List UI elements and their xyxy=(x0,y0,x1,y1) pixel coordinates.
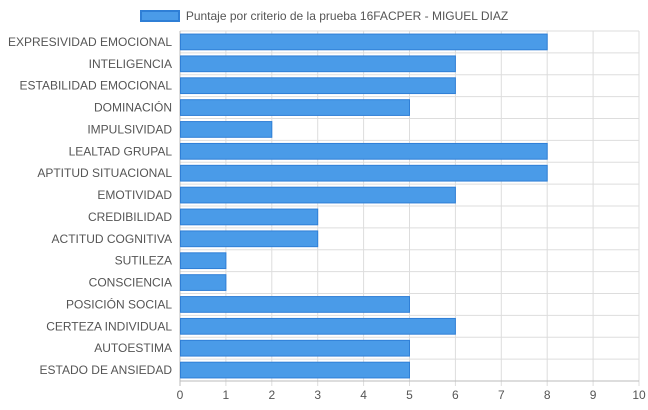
bar[interactable] xyxy=(180,296,410,313)
x-tick-label: 9 xyxy=(590,388,597,402)
bar[interactable] xyxy=(180,164,548,182)
category-label: EMOTIVIDAD xyxy=(97,188,172,202)
bar[interactable] xyxy=(180,317,456,335)
x-tick-label: 1 xyxy=(223,388,230,402)
bar[interactable] xyxy=(180,33,548,51)
x-tick-label: 6 xyxy=(452,388,459,402)
legend[interactable]: Puntaje por criterio de la prueba 16FACP… xyxy=(0,6,648,26)
category-label: ACTITUD COGNITIVA xyxy=(52,232,172,246)
bar[interactable] xyxy=(180,121,273,138)
category-label: CERTEZA INDIVIDUAL xyxy=(46,319,172,333)
x-tick-label: 8 xyxy=(544,388,551,402)
bar[interactable] xyxy=(180,55,456,73)
bar[interactable] xyxy=(180,99,410,116)
bar[interactable] xyxy=(180,208,319,226)
category-label: CONSCIENCIA xyxy=(89,276,172,290)
category-label: AUTOESTIMA xyxy=(94,341,172,355)
category-label: CREDIBILIDAD xyxy=(88,210,172,224)
category-label: SUTILEZA xyxy=(115,254,172,268)
x-tick-label: 2 xyxy=(268,388,275,402)
x-tick-label: 3 xyxy=(314,388,321,402)
x-tick-label: 0 xyxy=(177,388,184,402)
bar[interactable] xyxy=(180,186,456,204)
bar[interactable] xyxy=(180,77,456,95)
category-label: IMPULSIVIDAD xyxy=(87,122,172,136)
category-label: LEALTAD GRUPAL xyxy=(69,144,173,158)
bar[interactable] xyxy=(180,274,227,291)
category-label: APTITUD SITUACIONAL xyxy=(37,166,172,180)
x-tick-label: 7 xyxy=(498,388,505,402)
category-label: INTELIGENCIA xyxy=(89,57,172,71)
category-label: ESTABILIDAD EMOCIONAL xyxy=(20,79,173,93)
bar[interactable] xyxy=(180,230,319,248)
category-label: ESTADO DE ANSIEDAD xyxy=(40,363,173,377)
x-tick-label: 5 xyxy=(406,388,413,402)
category-label: EXPRESIVIDAD EMOCIONAL xyxy=(8,35,172,49)
category-label: POSICIÓN SOCIAL xyxy=(66,296,172,311)
x-tick-label: 4 xyxy=(360,388,367,402)
bar[interactable] xyxy=(180,361,410,379)
bar[interactable] xyxy=(180,142,548,160)
legend-item[interactable]: Puntaje por criterio de la prueba 16FACP… xyxy=(139,9,509,23)
bar[interactable] xyxy=(180,252,227,270)
legend-label: Puntaje por criterio de la prueba 16FACP… xyxy=(185,9,509,23)
x-tick-label: 10 xyxy=(632,388,646,402)
bar[interactable] xyxy=(180,339,410,357)
category-label: DOMINACIÓN xyxy=(94,100,172,115)
legend-swatch xyxy=(139,10,180,22)
